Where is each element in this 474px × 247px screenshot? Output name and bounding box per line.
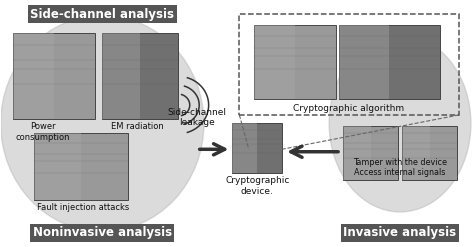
Bar bbox=[102, 33, 140, 119]
Bar bbox=[239, 14, 459, 115]
Bar bbox=[12, 33, 95, 119]
Bar bbox=[343, 126, 371, 180]
Text: Cryptographic algorithm: Cryptographic algorithm bbox=[293, 104, 405, 113]
Text: Tamper with the device
Access internal signals: Tamper with the device Access internal s… bbox=[353, 158, 447, 177]
Bar bbox=[102, 33, 178, 119]
Text: Noninvasive analysis: Noninvasive analysis bbox=[33, 226, 172, 239]
Ellipse shape bbox=[329, 35, 471, 212]
Text: Cryptographic
device.: Cryptographic device. bbox=[225, 176, 290, 196]
Bar bbox=[338, 25, 390, 99]
Bar bbox=[34, 133, 81, 200]
Bar bbox=[254, 25, 295, 99]
Text: Fault injection attacks: Fault injection attacks bbox=[37, 203, 129, 212]
Bar bbox=[343, 126, 398, 180]
Bar bbox=[232, 124, 257, 173]
Bar bbox=[254, 25, 336, 99]
Text: Power
consumption: Power consumption bbox=[16, 122, 71, 142]
Text: Side-channel analysis: Side-channel analysis bbox=[30, 8, 174, 21]
Ellipse shape bbox=[0, 15, 204, 232]
Text: Side-channel
leakage: Side-channel leakage bbox=[167, 107, 226, 127]
Bar bbox=[34, 133, 128, 200]
Text: Invasive analysis: Invasive analysis bbox=[344, 226, 456, 239]
Bar bbox=[402, 126, 429, 180]
Bar bbox=[338, 25, 440, 99]
Text: EM radiation: EM radiation bbox=[111, 122, 164, 131]
Bar bbox=[12, 33, 54, 119]
Bar bbox=[232, 124, 282, 173]
Bar bbox=[402, 126, 457, 180]
